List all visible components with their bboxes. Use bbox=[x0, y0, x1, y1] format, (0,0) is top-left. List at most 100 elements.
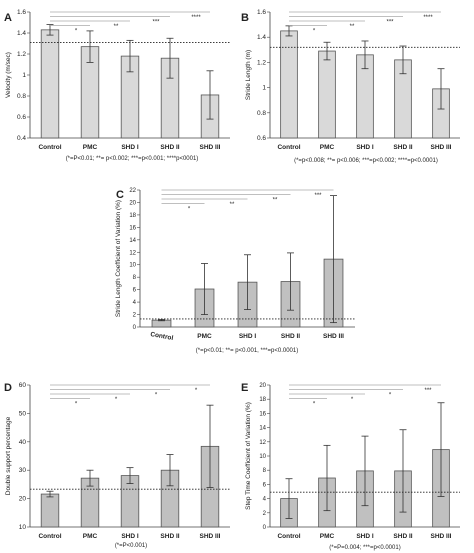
x-category-label: SHD I bbox=[121, 533, 139, 540]
x-category-label: SHD I bbox=[356, 144, 374, 151]
x-category-label: SHD III bbox=[431, 144, 452, 151]
significance-marker: * bbox=[188, 207, 191, 213]
x-category-label: Control bbox=[38, 144, 61, 151]
x-category-label: SHD III bbox=[200, 144, 221, 151]
significance-marker: *** bbox=[386, 20, 394, 26]
y-tick-label: 0 bbox=[263, 525, 267, 531]
x-category-label: SHD I bbox=[356, 533, 374, 540]
panel-letter: D bbox=[4, 382, 12, 394]
y-axis-label: Stride Length Coefficient of Variation (… bbox=[115, 200, 122, 317]
significance-marker: * bbox=[75, 402, 78, 408]
bar-pmc bbox=[318, 50, 336, 139]
p-value-footnote: (*=p<0.01; **= p<0.001, ***=p<0.0001) bbox=[196, 348, 298, 354]
significance-marker: ** bbox=[230, 202, 235, 208]
y-tick-label: 1.6 bbox=[17, 9, 26, 16]
significance-marker: *** bbox=[152, 20, 160, 26]
x-category-label: SHD II bbox=[160, 144, 179, 151]
y-tick-label: 0.6 bbox=[17, 114, 26, 121]
chart-panel-b: B 0.6 0.8 1 1.2 1.4 1.6 Stride Length (m) Contro… bbox=[241, 9, 460, 164]
chart-panel-e: E 0 2 4 6 8 10 12 14 16 18 20 Step Time Coefficient … bbox=[241, 382, 460, 551]
bar-control bbox=[40, 493, 60, 528]
x-category-label: SHD III bbox=[200, 533, 221, 540]
x-category-label: PMC bbox=[83, 144, 98, 151]
significance-marker: * bbox=[313, 29, 316, 35]
y-tick-label: 2 bbox=[133, 313, 137, 319]
significance-marker: * bbox=[313, 402, 316, 408]
y-tick-label: 1.2 bbox=[257, 59, 266, 66]
y-tick-label: 10 bbox=[259, 454, 266, 460]
x-category-label: Control bbox=[150, 331, 174, 342]
significance-marker: * bbox=[155, 393, 158, 399]
bar-control bbox=[40, 29, 60, 139]
x-category-label: Control bbox=[277, 533, 300, 540]
y-tick-label: 20 bbox=[129, 200, 136, 206]
y-tick-label: 22 bbox=[129, 188, 136, 194]
y-tick-label: 60 bbox=[19, 382, 27, 389]
panel-letter: E bbox=[241, 382, 248, 394]
y-tick-label: 20 bbox=[19, 496, 27, 503]
x-category-label: SHD I bbox=[239, 333, 257, 340]
x-category-label: Control bbox=[38, 533, 61, 540]
chart-panel-d: D 10 20 30 40 50 60 Double support percentage Co… bbox=[4, 382, 230, 549]
y-tick-label: 18 bbox=[129, 213, 136, 219]
y-tick-label: 8 bbox=[263, 468, 267, 474]
significance-marker: **** bbox=[423, 15, 433, 21]
bar-control bbox=[151, 319, 172, 328]
y-tick-label: 2 bbox=[263, 511, 267, 517]
y-tick-label: 16 bbox=[259, 411, 266, 417]
significance-marker: *** bbox=[424, 388, 432, 394]
significance-marker: **** bbox=[191, 15, 201, 21]
y-tick-label: 6 bbox=[263, 482, 267, 488]
y-tick-label: 12 bbox=[259, 440, 266, 446]
y-tick-label: 10 bbox=[19, 524, 27, 531]
panel-letter: C bbox=[116, 189, 124, 201]
y-tick-label: 4 bbox=[263, 497, 267, 503]
significance-marker: * bbox=[195, 388, 198, 394]
y-tick-label: 16 bbox=[129, 225, 136, 231]
y-axis-label: Step Time Coefficient of Variation (%) bbox=[245, 402, 252, 510]
x-category-label: SHD II bbox=[160, 533, 179, 540]
x-category-label: SHD III bbox=[323, 333, 344, 340]
chart-panel-a: A 0.4 0.6 0.8 1 1.2 1.4 1.6 Velocity (m/sec) Cont… bbox=[4, 9, 230, 162]
y-tick-label: 1 bbox=[22, 72, 26, 79]
y-tick-label: 0.4 bbox=[17, 135, 26, 142]
significance-marker: ** bbox=[114, 24, 119, 30]
chart-panel-c: C 0 2 4 6 8 10 12 14 16 18 20 22 Stride Length Coeffi… bbox=[115, 188, 355, 354]
x-category-label: PMC bbox=[320, 533, 335, 540]
y-tick-label: 1.2 bbox=[17, 51, 26, 58]
y-tick-label: 1.6 bbox=[257, 9, 266, 16]
significance-marker: ** bbox=[273, 198, 278, 204]
significance-marker: * bbox=[389, 393, 392, 399]
significance-marker: ** bbox=[350, 24, 355, 30]
y-tick-label: 40 bbox=[19, 439, 27, 446]
y-axis-label: Stride Length (m) bbox=[245, 50, 252, 100]
y-tick-label: 20 bbox=[259, 383, 266, 389]
y-tick-label: 30 bbox=[19, 467, 27, 474]
x-category-label: SHD I bbox=[121, 144, 139, 151]
x-category-label: PMC bbox=[320, 144, 335, 151]
panel-letter: A bbox=[4, 12, 12, 24]
x-category-label: SHD II bbox=[393, 533, 412, 540]
x-category-label: SHD III bbox=[431, 533, 452, 540]
p-value-footnote: (*=P=0.004; ***=p<0.0001) bbox=[329, 545, 400, 551]
p-value-footnote: (*=p<0.008; **= p<0.006; ***=p<0.002; **… bbox=[294, 158, 438, 164]
y-tick-label: 4 bbox=[133, 300, 137, 306]
y-tick-label: 1.4 bbox=[257, 34, 266, 41]
y-tick-label: 0.8 bbox=[257, 110, 266, 117]
significance-marker: *** bbox=[314, 193, 322, 199]
y-tick-label: 8 bbox=[133, 275, 137, 281]
y-tick-label: 0.8 bbox=[17, 93, 26, 100]
significance-marker: * bbox=[351, 397, 354, 403]
x-category-label: PMC bbox=[83, 533, 98, 540]
panel-letter: B bbox=[241, 12, 249, 24]
y-tick-label: 12 bbox=[129, 250, 136, 256]
y-tick-label: 50 bbox=[19, 410, 27, 417]
y-tick-label: 10 bbox=[129, 263, 136, 269]
p-value-footnote: (*=P<0.001) bbox=[115, 543, 147, 549]
y-axis-label: Velocity (m/sec) bbox=[5, 52, 12, 98]
y-tick-label: 1.4 bbox=[17, 30, 26, 37]
significance-marker: * bbox=[115, 397, 118, 403]
significance-marker: * bbox=[75, 29, 78, 35]
x-category-label: SHD II bbox=[281, 333, 300, 340]
